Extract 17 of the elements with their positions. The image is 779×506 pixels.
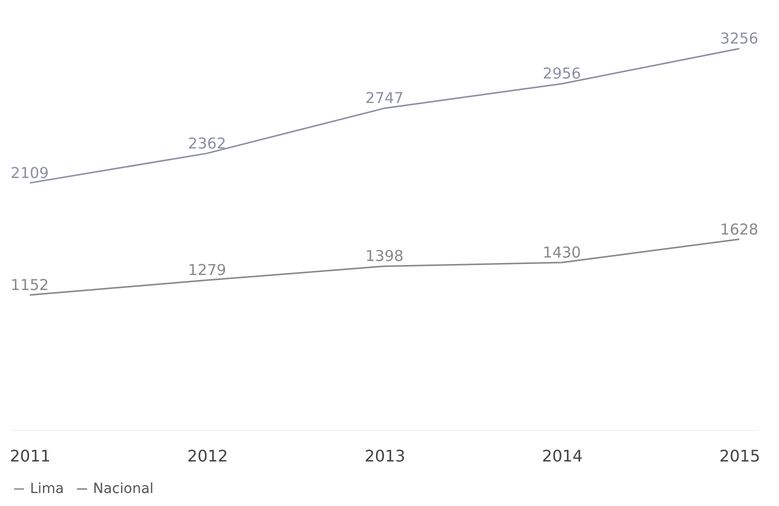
data-label: 1430 xyxy=(542,243,581,262)
x-tick-label: 2012 xyxy=(187,446,228,466)
data-label: 1152 xyxy=(10,276,49,294)
x-tick-label: 2011 xyxy=(10,446,51,466)
data-label: 2747 xyxy=(365,89,404,108)
x-tick-label: 2014 xyxy=(542,446,583,466)
data-label: 1279 xyxy=(188,261,226,280)
x-tick-label: 2015 xyxy=(719,446,760,466)
x-tick-label: 2013 xyxy=(364,446,406,466)
data-label: 2109 xyxy=(10,164,49,182)
legend-label: Lima xyxy=(30,481,64,497)
legend-label: Nacional xyxy=(93,481,154,497)
data-label: 2956 xyxy=(542,64,581,83)
data-label: 2362 xyxy=(188,134,226,152)
data-label: 3256 xyxy=(720,30,758,48)
data-label: 1628 xyxy=(720,220,758,238)
data-label: 1398 xyxy=(365,247,404,266)
